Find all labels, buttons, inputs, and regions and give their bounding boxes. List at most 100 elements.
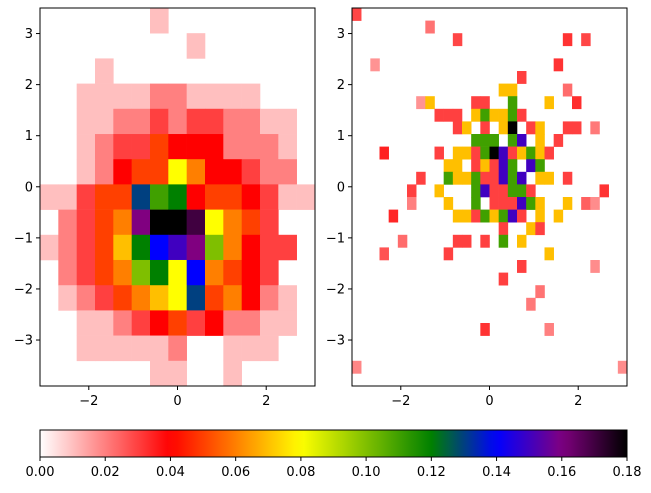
heatmap-cell [480, 96, 490, 110]
heatmap-cell [186, 83, 206, 110]
heatmap-cell [489, 134, 499, 147]
heatmap-cell [168, 234, 187, 261]
heatmap-cell [407, 184, 417, 198]
heatmap-cell [131, 310, 151, 336]
heatmap-cell [205, 108, 224, 135]
heatmap-cell [517, 234, 527, 248]
colorbar-tick-label: 0.12 [417, 465, 446, 480]
heatmap-cell [205, 134, 224, 160]
heatmap-cell [498, 184, 509, 198]
heatmap-cell [498, 171, 509, 185]
heatmap-cell [76, 209, 96, 236]
heatmap-cell [95, 184, 114, 210]
heatmap-cell [205, 234, 224, 261]
heatmap-cell [241, 83, 261, 110]
heatmap-cell [370, 58, 380, 72]
heatmap-cell [425, 96, 435, 110]
heatmap-cell [379, 247, 389, 261]
heatmap-cell [58, 209, 77, 236]
heatmap-cell [241, 209, 261, 236]
heatmap-cell [223, 209, 242, 236]
heatmap-cell [76, 83, 96, 110]
heatmap-cell [76, 310, 96, 336]
heatmap-cell [278, 108, 297, 135]
heatmap-cell [95, 285, 114, 311]
heatmap-cell [535, 121, 545, 135]
colorbar-tick-label: 0.00 [26, 465, 55, 480]
heatmap-cell [517, 71, 527, 84]
heatmap-cell [544, 247, 554, 261]
heatmap-cell [480, 108, 490, 122]
heatmap-cell [150, 209, 169, 236]
colorbar: 0.00 0.02 0.04 0.06 0.08 0.10 0.12 0.14 0.16 0.18 [26, 429, 641, 480]
heatmap-cell [168, 134, 187, 160]
heatmap-cell [507, 171, 518, 185]
heatmap-cell [95, 159, 114, 185]
heatmap-cell [544, 323, 554, 336]
heatmap-cell [416, 96, 426, 110]
heatmap-cell [278, 310, 297, 336]
heatmap-cell [150, 83, 169, 110]
heatmap-cell [241, 108, 261, 135]
heatmap-cell [535, 197, 545, 210]
heatmap-cell [186, 134, 206, 160]
heatmap-cell [517, 171, 527, 185]
heatmap-cell [223, 285, 242, 311]
heatmap-cell [113, 209, 132, 236]
heatmap-cell [517, 134, 527, 147]
heatmap-cell [526, 121, 536, 135]
heatmap-cell [434, 146, 444, 160]
heatmap-cell [150, 108, 169, 135]
heatmap-cell [590, 197, 600, 210]
heatmap-cell [150, 134, 169, 160]
heatmap-cell [186, 285, 206, 311]
heatmap-cell [507, 146, 518, 160]
x-tick-label: 2 [574, 394, 582, 409]
heatmap-cell [471, 134, 481, 147]
heatmap-cell [223, 234, 242, 261]
heatmap-cell [95, 108, 114, 135]
heatmap-cell [562, 171, 573, 185]
heatmap-cell [168, 159, 187, 185]
heatmap-cell [471, 197, 481, 210]
heatmap-cell [205, 259, 224, 286]
heatmap-cell [150, 335, 169, 362]
heatmap-cell [507, 209, 518, 223]
heatmap-cell [260, 159, 279, 185]
y-tick-label: −1 [14, 231, 33, 246]
heatmap-cell [113, 335, 132, 362]
heatmap-cell [471, 108, 481, 122]
heatmap-cell [480, 234, 490, 248]
heatmap-cell [498, 234, 509, 248]
heatmap-cell [590, 260, 600, 273]
heatmap-cell [260, 259, 279, 286]
heatmap-cell [407, 197, 417, 210]
heatmap-cell [260, 285, 279, 311]
heatmap-cell [131, 209, 151, 236]
heatmap-cell [76, 184, 96, 210]
heatmap-cell [150, 259, 169, 286]
heatmap-cell [535, 209, 545, 223]
heatmap-cell [544, 96, 554, 110]
heatmap-cell [526, 146, 536, 160]
heatmap-cell [553, 209, 564, 223]
heatmap-cell [498, 121, 509, 135]
x-tick-label: 2 [262, 394, 270, 409]
heatmap-cell [260, 234, 279, 261]
heatmap-cell [599, 184, 609, 198]
heatmap-cell [95, 310, 114, 336]
heatmap-cell [95, 234, 114, 261]
heatmap-cell [498, 146, 509, 160]
heatmap-cell [462, 234, 472, 248]
heatmap-cell [507, 96, 518, 110]
colorbar-tick-label: 0.06 [221, 465, 250, 480]
heatmap-cell [471, 159, 481, 173]
heatmap-cell [58, 285, 77, 311]
heatmap-cells [352, 8, 628, 374]
heatmap-cell [544, 171, 554, 185]
heatmap-cell [58, 184, 77, 210]
y-tick-label: −1 [326, 231, 345, 246]
heatmap-cell [452, 171, 463, 185]
heatmap-cell [480, 171, 490, 185]
